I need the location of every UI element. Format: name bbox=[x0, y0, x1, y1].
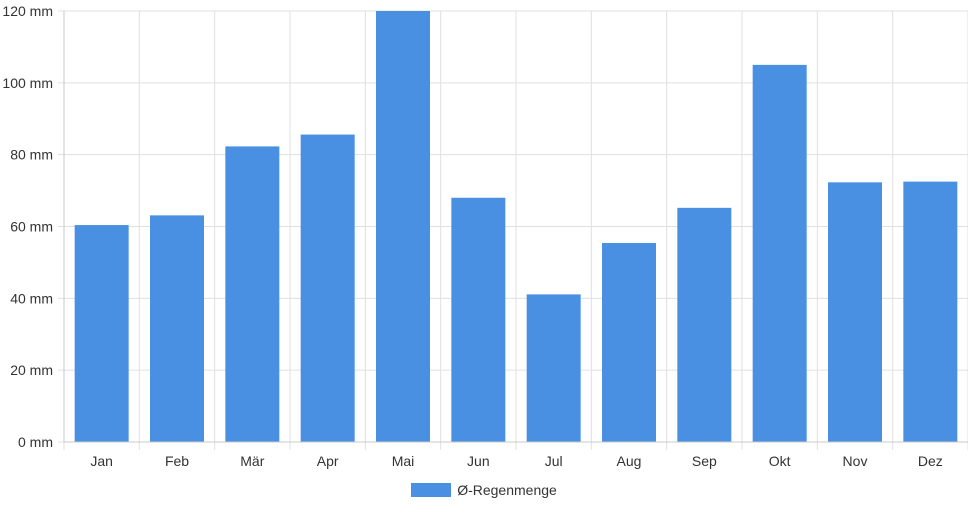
bar-aug[interactable] bbox=[602, 243, 656, 442]
y-tick-label: 20 mm bbox=[10, 362, 53, 378]
y-tick-label: 80 mm bbox=[10, 147, 53, 163]
bar-mai[interactable] bbox=[376, 11, 430, 442]
x-tick-label: Dez bbox=[918, 453, 943, 469]
x-tick-label: Mai bbox=[392, 453, 415, 469]
axis-layer: 0 mm 20 mm 40 mm 60 mm 80 mm 100 mm 120 mm Jan F… bbox=[2, 3, 968, 469]
legend-swatch bbox=[411, 483, 452, 497]
bar-dez[interactable] bbox=[903, 181, 958, 442]
x-tick-label: Apr bbox=[317, 453, 339, 469]
x-tick-label: Sep bbox=[692, 453, 717, 469]
bar-apr[interactable] bbox=[300, 134, 355, 442]
bar-jul[interactable] bbox=[526, 294, 581, 442]
bar-sep[interactable] bbox=[677, 207, 732, 442]
grid-layer bbox=[58, 10, 968, 450]
x-tick-label: Jul bbox=[545, 453, 563, 469]
y-tick-label: 0 mm bbox=[18, 434, 53, 450]
bar-feb[interactable] bbox=[150, 215, 204, 442]
bars-layer bbox=[74, 11, 958, 443]
x-tick-label: Nov bbox=[843, 453, 868, 469]
bar-okt[interactable] bbox=[752, 64, 807, 442]
x-tick-label: Jan bbox=[90, 453, 113, 469]
x-tick-label: Okt bbox=[769, 453, 791, 469]
bar-mär[interactable] bbox=[225, 146, 280, 443]
x-tick-label: Mär bbox=[240, 453, 264, 469]
x-tick-label: Jun bbox=[467, 453, 490, 469]
y-tick-label: 100 mm bbox=[2, 75, 53, 91]
bar-jun[interactable] bbox=[451, 197, 506, 442]
legend[interactable]: Ø-Regenmenge bbox=[0, 480, 968, 500]
legend-label: Ø-Regenmenge bbox=[457, 482, 557, 498]
y-tick-label: 60 mm bbox=[10, 219, 53, 235]
y-tick-label: 40 mm bbox=[10, 290, 53, 306]
x-tick-label: Feb bbox=[165, 453, 189, 469]
bar-nov[interactable] bbox=[828, 182, 882, 442]
bar-jan[interactable] bbox=[74, 225, 129, 442]
y-tick-label: 120 mm bbox=[2, 3, 53, 19]
x-tick-label: Aug bbox=[617, 453, 642, 469]
